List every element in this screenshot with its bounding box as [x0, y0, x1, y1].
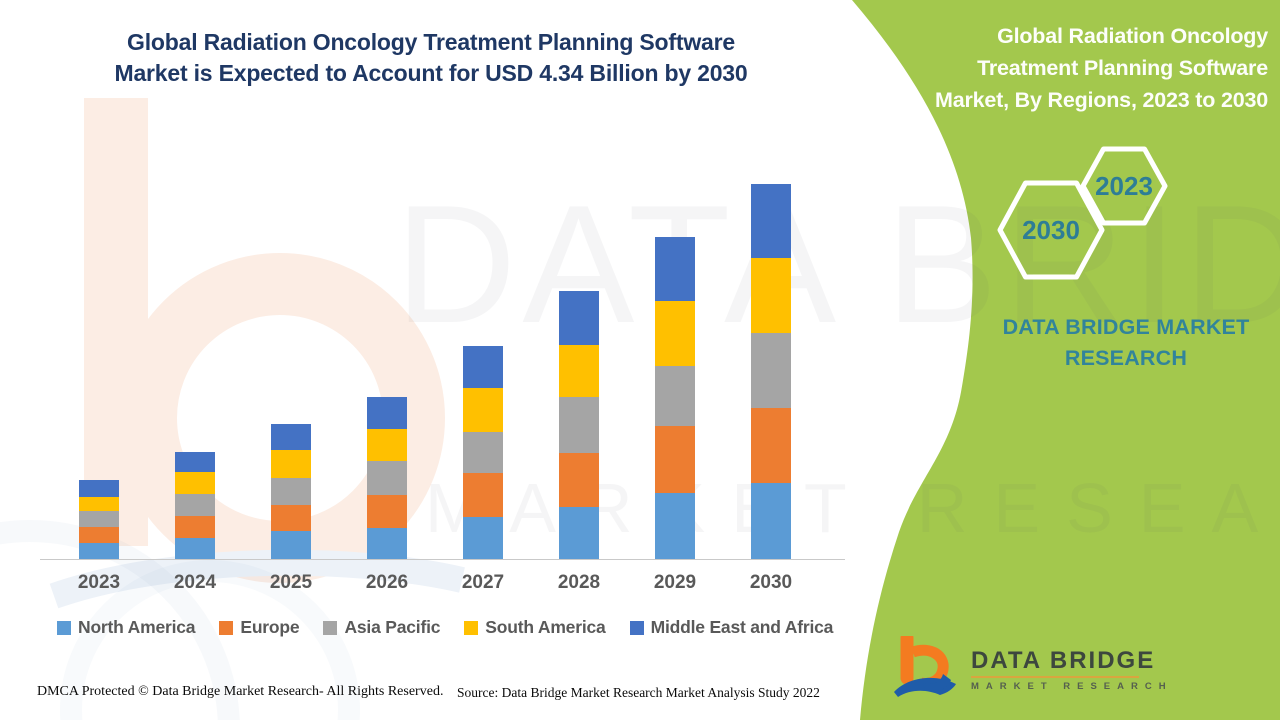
plot-area: 2023 2024 2025 2026 2027 2028 2029 2030	[40, 175, 845, 593]
bar-segment-europe	[559, 453, 599, 507]
side-panel-title-line3: Market, By Regions, 2023 to 2030	[935, 88, 1268, 112]
brand-text-line1: DATA BRIDGE MARKET	[1002, 315, 1250, 339]
bar-segment-europe	[463, 473, 503, 517]
bar-column-2027	[463, 346, 503, 559]
bar-segment-asia-pacific	[367, 461, 407, 495]
bar-segment-north-america	[463, 517, 503, 559]
bar-segment-asia-pacific	[175, 494, 215, 516]
footer-dmca-text: DMCA Protected © Data Bridge Market Rese…	[37, 684, 444, 699]
bar-segment-south-america	[271, 450, 311, 478]
page-title: Global Radiation Oncology Treatment Plan…	[75, 27, 787, 89]
legend-label: Asia Pacific	[344, 617, 441, 637]
bar-segment-middle-east-and-africa	[367, 397, 407, 429]
page-title-line1: Global Radiation Oncology Treatment Plan…	[127, 29, 735, 55]
logo-subtitle: MARKET RESEARCH	[971, 681, 1173, 692]
x-axis-label-2023: 2023	[77, 572, 121, 593]
bar-column-2025	[271, 424, 311, 559]
page-title-line2: Market is Expected to Account for USD 4.…	[114, 60, 748, 86]
bar-column-2028	[559, 291, 599, 559]
bar-segment-asia-pacific	[271, 478, 311, 505]
bar-column-2026	[367, 397, 407, 559]
legend-item-north-america: North America	[57, 617, 196, 638]
logo-title: DATA BRIDGE	[971, 647, 1156, 674]
bar-segment-middle-east-and-africa	[655, 237, 695, 301]
bar-segment-north-america	[559, 507, 599, 559]
bar-segment-south-america	[655, 301, 695, 366]
bar-segment-asia-pacific	[655, 366, 695, 426]
legend-label: Europe	[240, 617, 300, 637]
bar-segment-north-america	[175, 538, 215, 559]
bar-segment-middle-east-and-africa	[79, 480, 119, 497]
bar-segment-north-america	[655, 493, 695, 559]
legend-label: South America	[485, 617, 606, 637]
bar-segment-asia-pacific	[463, 432, 503, 473]
hexagon-2023	[1080, 146, 1168, 226]
bar-column-2030	[751, 184, 791, 559]
bar-segment-north-america	[367, 528, 407, 559]
bar-segment-europe	[175, 516, 215, 538]
bar-segment-south-america	[463, 388, 503, 432]
bar-column-2029	[655, 237, 695, 559]
bar-segment-south-america	[79, 497, 119, 511]
bar-segment-asia-pacific	[751, 333, 791, 408]
bar-column-2024	[175, 452, 215, 559]
x-axis-label-2029: 2029	[653, 572, 697, 593]
side-panel-title-line2: Treatment Planning Software	[977, 56, 1268, 80]
data-bridge-logo-icon	[894, 636, 956, 697]
brand-text-line2: RESEARCH	[1064, 346, 1188, 370]
bar-segment-south-america	[175, 472, 215, 494]
bar-segment-north-america	[79, 543, 119, 559]
x-axis-label-2024: 2024	[173, 572, 217, 593]
logo-divider	[971, 676, 1139, 678]
bar-segment-south-america	[367, 429, 407, 461]
legend-label: North America	[78, 617, 196, 637]
legend: North America Europe Asia Pacific South Ame…	[57, 617, 833, 638]
bar-segment-north-america	[271, 531, 311, 559]
legend-label: Middle East and Africa	[650, 617, 834, 637]
x-axis-label-2027: 2027	[461, 572, 505, 593]
year-hexagons: 2030 2023	[997, 146, 1168, 280]
bar-segment-middle-east-and-africa	[175, 452, 215, 472]
bar-segment-middle-east-and-africa	[559, 291, 599, 345]
legend-item-south-america: South America	[464, 617, 606, 638]
bar-segment-europe	[367, 495, 407, 528]
hexagon-2023-label: 2023	[1095, 171, 1153, 201]
watermark-text-databridge: DATA BRIDGE	[395, 170, 1280, 358]
bar-segment-europe	[655, 426, 695, 493]
hexagon-2030	[997, 180, 1105, 280]
x-axis-label-2025: 2025	[269, 572, 313, 593]
x-axis-label-2030: 2030	[749, 572, 793, 593]
legend-item-europe: Europe	[219, 617, 300, 638]
x-axis-label-2026: 2026	[365, 572, 409, 593]
bar-segment-north-america	[751, 483, 791, 559]
bar-segment-europe	[79, 527, 119, 543]
legend-swatch	[629, 620, 644, 635]
legend-swatch	[57, 620, 71, 635]
legend-swatch	[219, 620, 234, 635]
legend-item-middle-east-and-africa: Middle East and Africa	[629, 617, 834, 638]
logo: DATA BRIDGE MARKET RESEARCH	[893, 636, 1173, 704]
bar-segment-europe	[751, 408, 791, 483]
legend-item-asia-pacific: Asia Pacific	[323, 617, 440, 638]
x-axis-line	[40, 559, 845, 560]
bar-segment-south-america	[751, 258, 791, 333]
bar-segment-europe	[271, 505, 311, 531]
bar-segment-asia-pacific	[559, 397, 599, 453]
bar-segment-middle-east-and-africa	[271, 424, 311, 450]
side-panel-title-line1: Global Radiation Oncology	[997, 24, 1268, 48]
bar-segment-middle-east-and-africa	[751, 184, 791, 258]
x-axis-label-2028: 2028	[557, 572, 601, 593]
legend-swatch	[323, 620, 338, 635]
legend-swatch	[464, 620, 479, 635]
hexagon-2030-label: 2030	[1022, 215, 1080, 245]
bar-segment-south-america	[559, 345, 599, 397]
side-panel-title: Global Radiation Oncology Treatment Plan…	[878, 20, 1268, 116]
bar-segment-middle-east-and-africa	[463, 346, 503, 388]
bar-segment-asia-pacific	[79, 511, 119, 527]
brand-text: DATA BRIDGE MARKET RESEARCH	[982, 312, 1270, 374]
footer-source-text: Source: Data Bridge Market Research Mark…	[457, 685, 820, 700]
bar-column-2023	[79, 480, 119, 559]
